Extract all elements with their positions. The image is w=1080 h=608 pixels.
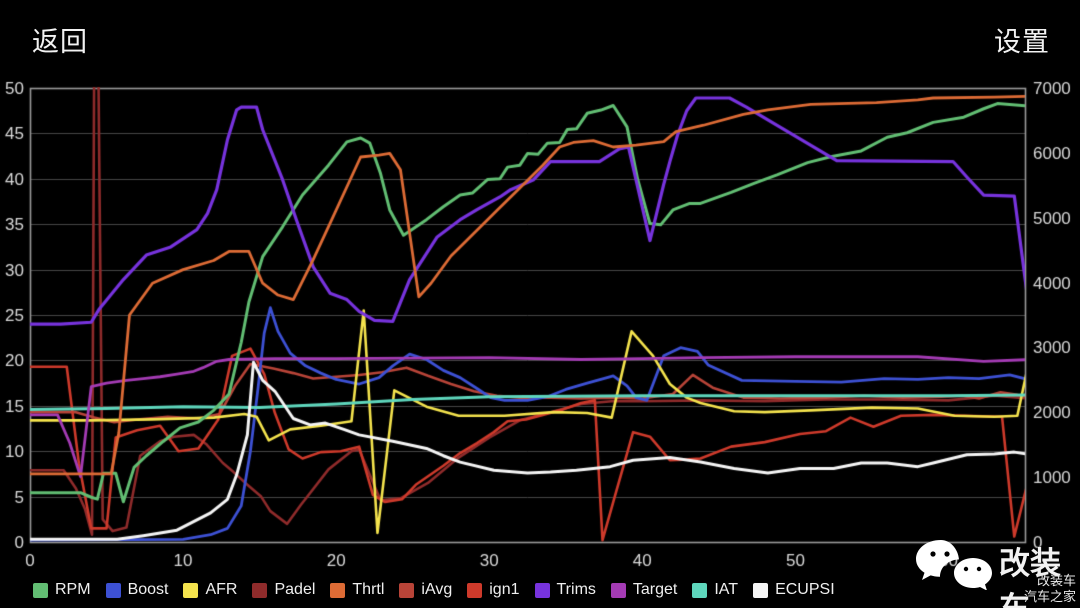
legend-swatch-ecupsi xyxy=(753,582,769,598)
legend-label-ecupsi: ECUPSI xyxy=(775,581,835,598)
legend-swatch-ign1 xyxy=(467,582,483,598)
legend-label-afr: AFR xyxy=(205,581,238,598)
legend-item-boost[interactable]: Boost xyxy=(105,581,169,599)
legend-item-afr[interactable]: AFR xyxy=(183,581,237,599)
legend-item-target[interactable]: Target xyxy=(610,581,678,599)
legend-swatch-afr xyxy=(183,582,199,598)
legend-label-padel: Padel xyxy=(274,581,316,598)
legend-label-boost: Boost xyxy=(127,581,169,598)
legend-item-iat[interactable]: IAT xyxy=(692,581,738,599)
legend-item-ign1[interactable]: ign1 xyxy=(467,581,520,599)
legend-swatch-thrtl xyxy=(330,582,346,598)
legend-label-target: Target xyxy=(632,581,678,598)
legend-swatch-padel xyxy=(252,582,268,598)
legend-swatch-boost xyxy=(105,582,121,598)
watermark: 改装车 改装车 汽车之家 xyxy=(915,532,1080,608)
legend-label-iavg: iAvg xyxy=(421,581,453,598)
watermark-brand-large: 改装车 xyxy=(999,546,1061,608)
back-button[interactable]: 返回 xyxy=(32,27,88,57)
legend-label-iat: IAT xyxy=(714,581,739,598)
watermark-brand-small-2: 汽车之家 xyxy=(1023,589,1076,604)
legend-label-ign1: ign1 xyxy=(489,581,520,598)
legend-label-trims: Trims xyxy=(556,581,596,598)
legend-swatch-rpm xyxy=(33,582,48,598)
legend-item-thrtl[interactable]: Thrtl xyxy=(330,581,384,599)
legend-item-trims[interactable]: Trims xyxy=(534,581,596,599)
legend-item-iavg[interactable]: iAvg xyxy=(399,581,452,599)
legend-label-rpm: RPM xyxy=(55,581,91,598)
legend-item-padel[interactable]: Padel xyxy=(252,581,315,599)
legend-item-ecupsi[interactable]: ECUPSI xyxy=(753,581,835,599)
wechat-icon xyxy=(913,538,995,595)
legend-label-thrtl: Thrtl xyxy=(352,581,385,598)
legend-swatch-trims xyxy=(534,582,550,598)
chart-legend: RPM Boost AFR Padel Thrtl iAvg ign1 Trims Target… xyxy=(33,581,835,599)
legend-swatch-target xyxy=(610,582,626,598)
legend-swatch-iat xyxy=(692,582,708,598)
settings-button[interactable]: 设置 xyxy=(994,27,1050,57)
watermark-brand-small-1: 改装车 xyxy=(1036,573,1076,588)
legend-swatch-iavg xyxy=(399,582,415,598)
legend-item-rpm[interactable]: RPM xyxy=(33,581,91,599)
